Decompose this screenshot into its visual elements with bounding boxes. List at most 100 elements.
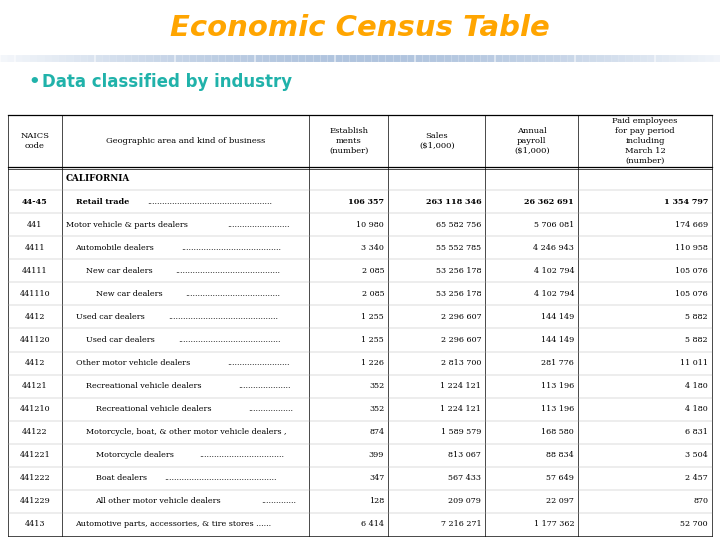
Text: 22 097: 22 097: [546, 497, 575, 505]
Text: Used car dealers: Used car dealers: [76, 313, 144, 321]
Text: 1 224 121: 1 224 121: [441, 382, 481, 390]
Text: 168 580: 168 580: [541, 428, 575, 436]
Text: 113 196: 113 196: [541, 382, 575, 390]
Text: 441229: 441229: [19, 497, 50, 505]
Text: New car dealers: New car dealers: [96, 290, 162, 298]
Text: 106 357: 106 357: [348, 198, 384, 206]
Text: 128: 128: [369, 497, 384, 505]
Text: Boat dealers: Boat dealers: [96, 474, 146, 482]
Text: Motor vehicle & parts dealers: Motor vehicle & parts dealers: [66, 221, 187, 228]
Text: 813 067: 813 067: [449, 451, 481, 460]
Text: 5 882: 5 882: [685, 336, 708, 344]
Text: 870: 870: [693, 497, 708, 505]
Text: New car dealers: New car dealers: [86, 267, 152, 275]
Text: 4412: 4412: [24, 313, 45, 321]
Text: 57 649: 57 649: [546, 474, 575, 482]
Text: Used car dealers: Used car dealers: [86, 336, 154, 344]
Text: 4 246 943: 4 246 943: [534, 244, 575, 252]
Text: Recreational vehicle dealers: Recreational vehicle dealers: [96, 405, 211, 413]
Text: 113 196: 113 196: [541, 405, 575, 413]
Text: 347: 347: [369, 474, 384, 482]
Text: ..................................................: ........................................…: [148, 198, 273, 206]
Text: CALIFORNIA: CALIFORNIA: [66, 174, 130, 183]
Text: 52 700: 52 700: [680, 521, 708, 529]
Text: 4 102 794: 4 102 794: [534, 267, 575, 275]
Text: 144 149: 144 149: [541, 313, 575, 321]
Text: 53 256 178: 53 256 178: [436, 267, 481, 275]
Text: 144 149: 144 149: [541, 336, 575, 344]
Text: Motorcycle dealers: Motorcycle dealers: [96, 451, 174, 460]
Text: Paid employees
for pay period
including
March 12
(number): Paid employees for pay period including …: [613, 117, 678, 165]
Text: ......................................: ......................................: [185, 290, 280, 298]
Text: 2 296 607: 2 296 607: [441, 336, 481, 344]
Text: NAICS
code: NAICS code: [20, 132, 49, 150]
Text: 1 224 121: 1 224 121: [441, 405, 481, 413]
Text: 44111: 44111: [22, 267, 48, 275]
Text: .........................................: ........................................…: [178, 336, 280, 344]
Text: 11 011: 11 011: [680, 359, 708, 367]
Text: 53 256 178: 53 256 178: [436, 290, 481, 298]
Text: 352: 352: [369, 382, 384, 390]
Text: .............................................: ........................................…: [165, 474, 277, 482]
Text: 2 085: 2 085: [361, 267, 384, 275]
Text: 44121: 44121: [22, 382, 48, 390]
Text: 65 582 756: 65 582 756: [436, 221, 481, 228]
Text: 1 226: 1 226: [361, 359, 384, 367]
Text: 567 433: 567 433: [449, 474, 481, 482]
Text: Recreational vehicle dealers: Recreational vehicle dealers: [86, 382, 201, 390]
Text: 2 296 607: 2 296 607: [441, 313, 481, 321]
Text: 10 980: 10 980: [356, 221, 384, 228]
Text: 399: 399: [369, 451, 384, 460]
Text: 44122: 44122: [22, 428, 48, 436]
Text: 1 255: 1 255: [361, 336, 384, 344]
Text: Data classified by industry: Data classified by industry: [42, 73, 292, 91]
Text: 6 831: 6 831: [685, 428, 708, 436]
Text: 4411: 4411: [24, 244, 45, 252]
Text: 7 216 271: 7 216 271: [441, 521, 481, 529]
Text: ..................................: ..................................: [199, 451, 284, 460]
Text: ............................................: ........................................…: [168, 313, 278, 321]
Text: ........................................: ........................................: [181, 244, 281, 252]
Text: Automotive parts, accessories, & tire stores ......: Automotive parts, accessories, & tire st…: [76, 521, 271, 529]
Text: 441120: 441120: [19, 336, 50, 344]
Text: 5 706 081: 5 706 081: [534, 221, 575, 228]
Text: 105 076: 105 076: [675, 267, 708, 275]
Text: Motorcycle, boat, & other motor vehicle dealers ,: Motorcycle, boat, & other motor vehicle …: [86, 428, 286, 436]
Text: ..................: ..................: [248, 405, 294, 413]
Text: 441222: 441222: [19, 474, 50, 482]
Text: Automobile dealers: Automobile dealers: [76, 244, 154, 252]
Text: 6 414: 6 414: [361, 521, 384, 529]
Text: 110 958: 110 958: [675, 244, 708, 252]
Text: Establish
ments
(number): Establish ments (number): [329, 127, 369, 155]
Text: 263 118 346: 263 118 346: [426, 198, 481, 206]
Text: 26 362 691: 26 362 691: [524, 198, 575, 206]
Text: ..........................................: ........................................…: [175, 267, 280, 275]
Text: Other motor vehicle dealers: Other motor vehicle dealers: [76, 359, 190, 367]
Text: 1 255: 1 255: [361, 313, 384, 321]
Text: 4 180: 4 180: [685, 382, 708, 390]
Text: ..............: ..............: [261, 497, 297, 505]
Text: 441: 441: [27, 221, 42, 228]
Text: 1 354 797: 1 354 797: [664, 198, 708, 206]
Text: 281 776: 281 776: [541, 359, 575, 367]
Text: 4 102 794: 4 102 794: [534, 290, 575, 298]
Text: 88 834: 88 834: [546, 451, 575, 460]
Text: 1 589 579: 1 589 579: [441, 428, 481, 436]
Text: Economic Census Table: Economic Census Table: [170, 14, 550, 42]
Text: 174 669: 174 669: [675, 221, 708, 228]
Text: Sales
($1,000): Sales ($1,000): [419, 132, 454, 150]
Text: 352: 352: [369, 405, 384, 413]
Text: 874: 874: [369, 428, 384, 436]
Text: 2 457: 2 457: [685, 474, 708, 482]
Text: 4 180: 4 180: [685, 405, 708, 413]
Text: 209 079: 209 079: [449, 497, 481, 505]
Text: Retail trade: Retail trade: [76, 198, 129, 206]
Text: 3 340: 3 340: [361, 244, 384, 252]
Text: 441210: 441210: [19, 405, 50, 413]
Text: 2 813 700: 2 813 700: [441, 359, 481, 367]
Text: 5 882: 5 882: [685, 313, 708, 321]
Text: 3 504: 3 504: [685, 451, 708, 460]
Text: 2 085: 2 085: [361, 290, 384, 298]
Text: 441221: 441221: [19, 451, 50, 460]
Text: 4412: 4412: [24, 359, 45, 367]
